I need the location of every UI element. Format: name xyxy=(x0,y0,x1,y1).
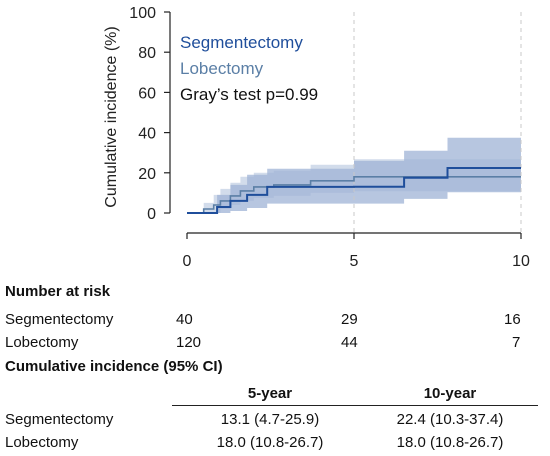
y-tick-label-100: 100 xyxy=(129,5,156,22)
risk-row-label-lobectomy: Lobectomy xyxy=(5,334,79,351)
y-tick-label-60: 60 xyxy=(138,85,156,102)
reference-lines xyxy=(353,12,522,233)
ci-col-10-year: 10-year xyxy=(423,385,477,402)
ci-row-label-segmentectomy: Segmentectomy xyxy=(5,411,114,428)
ci-table-rule xyxy=(172,405,538,406)
ci-lob-10-year: 18.0 (10.8-26.7) xyxy=(396,434,504,451)
x-tick-label-0: 0 xyxy=(183,253,192,270)
number-at-risk-heading: Number at risk xyxy=(5,283,111,300)
legend-lobectomy: Lobectomy xyxy=(180,59,264,78)
risk-row-label-segmentectomy: Segmentectomy xyxy=(5,311,114,328)
tick-labels: 0 20 40 60 80 100 0 5 10 xyxy=(129,5,530,270)
legend-segmentectomy: Segmentectomy xyxy=(180,33,303,52)
axes xyxy=(164,11,522,239)
y-tick-label-0: 0 xyxy=(147,206,156,223)
risk-lob-10: 7 xyxy=(512,334,521,351)
risk-lob-0: 120 xyxy=(176,334,202,351)
risk-seg-10: 16 xyxy=(504,311,521,328)
x-tick-label-5: 5 xyxy=(350,253,359,270)
ci-seg-5-year: 13.1 (4.7-25.9) xyxy=(220,411,320,428)
grays-test-annotation: Gray’s test p=0.99 xyxy=(180,85,318,104)
ci-row-label-lobectomy: Lobectomy xyxy=(5,434,79,451)
ci-seg-10-year: 22.4 (10.3-37.4) xyxy=(396,411,504,428)
y-tick-label-40: 40 xyxy=(138,126,156,143)
cumulative-incidence-chart: 0 20 40 60 80 100 0 5 10 Cumulative incidence (%… xyxy=(103,5,530,270)
line-lobectomy xyxy=(187,176,521,214)
line-segmentectomy xyxy=(187,167,521,214)
x-tick-label-10: 10 xyxy=(512,253,530,270)
ci-lob-5-year: 18.0 (10.8-26.7) xyxy=(216,434,324,451)
y-tick-label-20: 20 xyxy=(138,166,156,183)
series-lines xyxy=(187,167,521,214)
risk-seg-0: 40 xyxy=(176,311,193,328)
risk-lob-5: 44 xyxy=(341,334,358,351)
risk-seg-5: 29 xyxy=(341,311,358,328)
y-tick-label-80: 80 xyxy=(138,45,156,62)
y-axis-label: Cumulative incidence (%) xyxy=(103,26,120,207)
ci-col-5-year: 5-year xyxy=(247,385,293,402)
ci-table-heading: Cumulative incidence (95% CI) xyxy=(5,358,223,375)
